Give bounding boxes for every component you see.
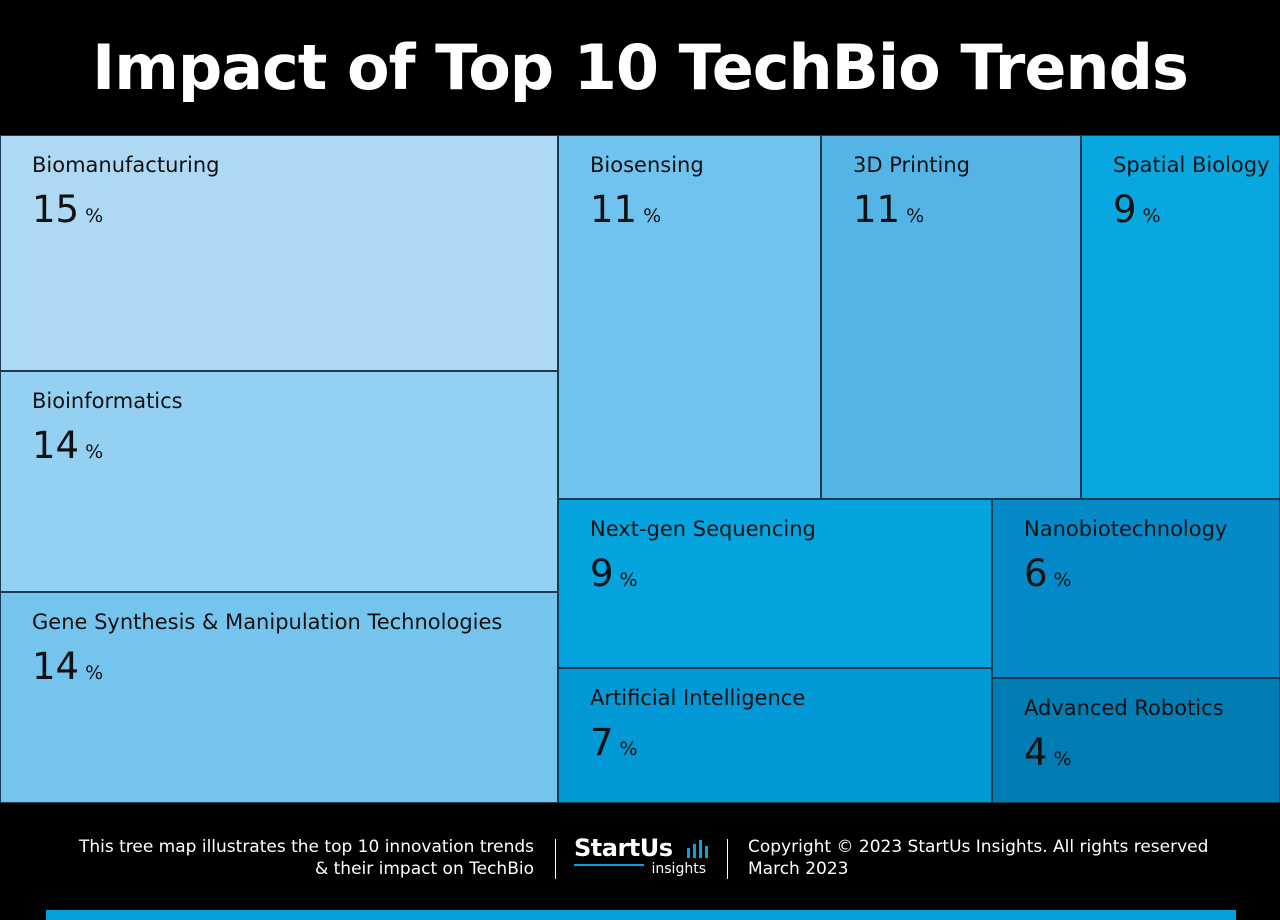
- tile-gene-synthesis-and-manipulation-technologies: Gene Synthesis & Manipulation Technologi…: [0, 592, 558, 803]
- tile-value-unit: %: [619, 738, 638, 760]
- tile-label: Biosensing: [590, 153, 704, 177]
- tile-label: 3D Printing: [853, 153, 970, 177]
- tile-value-unit: %: [85, 662, 104, 684]
- tile-value: 6%: [1024, 552, 1072, 595]
- tile-value-number: 9: [590, 552, 614, 595]
- tile-label: Gene Synthesis & Manipulation Technologi…: [32, 610, 503, 634]
- tile-value-unit: %: [906, 205, 925, 227]
- tile-label: Spatial Biology: [1113, 153, 1270, 177]
- tile-artificial-intelligence: Artificial Intelligence 7%: [558, 668, 992, 803]
- tile-value-unit: %: [619, 569, 638, 591]
- footer: This tree map illustrates the top 10 inn…: [0, 803, 1280, 910]
- tile-bioinformatics: Bioinformatics 14%: [0, 371, 558, 592]
- tile-value-unit: %: [1142, 205, 1161, 227]
- tile-advanced-robotics: Advanced Robotics 4%: [992, 678, 1280, 803]
- footer-divider-right: [727, 839, 728, 879]
- tile-value-unit: %: [1053, 748, 1072, 770]
- treemap: Biomanufacturing 15% Bioinformatics 14% Gene…: [0, 135, 1280, 803]
- tile-value: 11%: [853, 188, 924, 231]
- tile-value-number: 14: [32, 645, 80, 688]
- chart-description: This tree map illustrates the top 10 inn…: [14, 836, 534, 880]
- tile-nanobiotechnology: Nanobiotechnology 6%: [992, 499, 1280, 678]
- copyright-line-1: Copyright © 2023 StartUs Insights. All r…: [748, 837, 1209, 857]
- tile-value: 15%: [32, 188, 103, 231]
- tile-value-number: 6: [1024, 552, 1048, 595]
- tile-value-number: 14: [32, 424, 80, 467]
- tile-label: Biomanufacturing: [32, 153, 220, 177]
- description-line-1: This tree map illustrates the top 10 inn…: [78, 837, 534, 857]
- tile-value: 14%: [32, 424, 103, 467]
- startus-insights-logo: StartUs insights: [574, 834, 714, 884]
- tile-value-unit: %: [85, 441, 104, 463]
- tile-value-number: 4: [1024, 731, 1048, 774]
- tile-value-unit: %: [85, 205, 104, 227]
- tile-label: Artificial Intelligence: [590, 686, 806, 710]
- chart-title: Impact of Top 10 TechBio Trends: [92, 31, 1189, 104]
- tile-value-number: 7: [590, 721, 614, 764]
- copyright: Copyright © 2023 StartUs Insights. All r…: [748, 836, 1208, 880]
- logo-underline: [574, 864, 644, 866]
- tile-value: 7%: [590, 721, 638, 764]
- description-line-2: & their impact on TechBio: [314, 859, 534, 879]
- tile-value: 14%: [32, 645, 103, 688]
- tile-value-number: 15: [32, 188, 80, 231]
- copyright-date: March 2023: [748, 859, 849, 879]
- tile-value-unit: %: [643, 205, 662, 227]
- tile-biomanufacturing: Biomanufacturing 15%: [0, 135, 558, 371]
- tile-value-number: 9: [1113, 188, 1137, 231]
- tile-value: 11%: [590, 188, 661, 231]
- tile-next-gen-sequencing: Next-gen Sequencing 9%: [558, 499, 992, 668]
- tile-spatial-biology: Spatial Biology 9%: [1081, 135, 1280, 499]
- logo-subtext: insights: [651, 861, 707, 877]
- bottom-accent-bar: [46, 910, 1236, 920]
- tile-label: Advanced Robotics: [1024, 696, 1224, 720]
- tile-value-unit: %: [1053, 569, 1072, 591]
- tile-value: 9%: [1113, 188, 1161, 231]
- tile-label: Next-gen Sequencing: [590, 517, 816, 541]
- tile-label: Nanobiotechnology: [1024, 517, 1228, 541]
- tile-label: Bioinformatics: [32, 389, 183, 413]
- logo-wordmark: StartUs: [574, 834, 673, 862]
- tile-value-number: 11: [590, 188, 638, 231]
- tile-value-number: 11: [853, 188, 901, 231]
- tile-value: 4%: [1024, 731, 1072, 774]
- tile-biosensing: Biosensing 11%: [558, 135, 821, 499]
- footer-divider-left: [555, 839, 556, 879]
- bar-chart-icon: [687, 840, 708, 858]
- tile-value: 9%: [590, 552, 638, 595]
- tile-3d-printing: 3D Printing 11%: [821, 135, 1081, 499]
